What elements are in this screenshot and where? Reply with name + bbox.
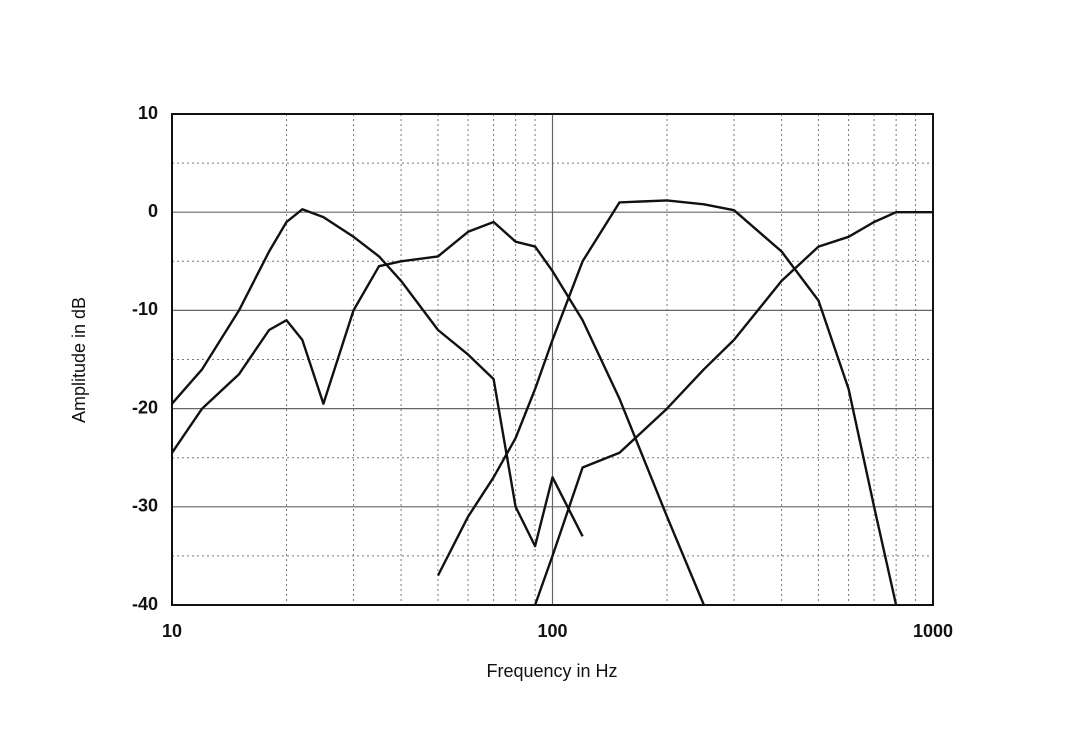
response-curve [171, 220, 706, 606]
y-axis-label: Amplitude in dB [69, 297, 89, 423]
y-tick-label: 10 [138, 103, 158, 123]
y-tick-label: -10 [132, 299, 158, 319]
y-tick-label: -30 [132, 496, 158, 516]
x-tick-label: 10 [162, 621, 182, 641]
response-curve [171, 208, 584, 548]
plot-frame [171, 113, 934, 606]
y-tick-label: -40 [132, 594, 158, 614]
response-curve [533, 211, 933, 606]
y-tick-label: -20 [132, 397, 158, 417]
x-tick-label: 100 [537, 621, 567, 641]
y-tick-label: 0 [148, 201, 158, 221]
response-curve [436, 199, 898, 606]
x-axis-label: Frequency in Hz [486, 661, 617, 681]
x-tick-label: 1000 [913, 621, 953, 641]
